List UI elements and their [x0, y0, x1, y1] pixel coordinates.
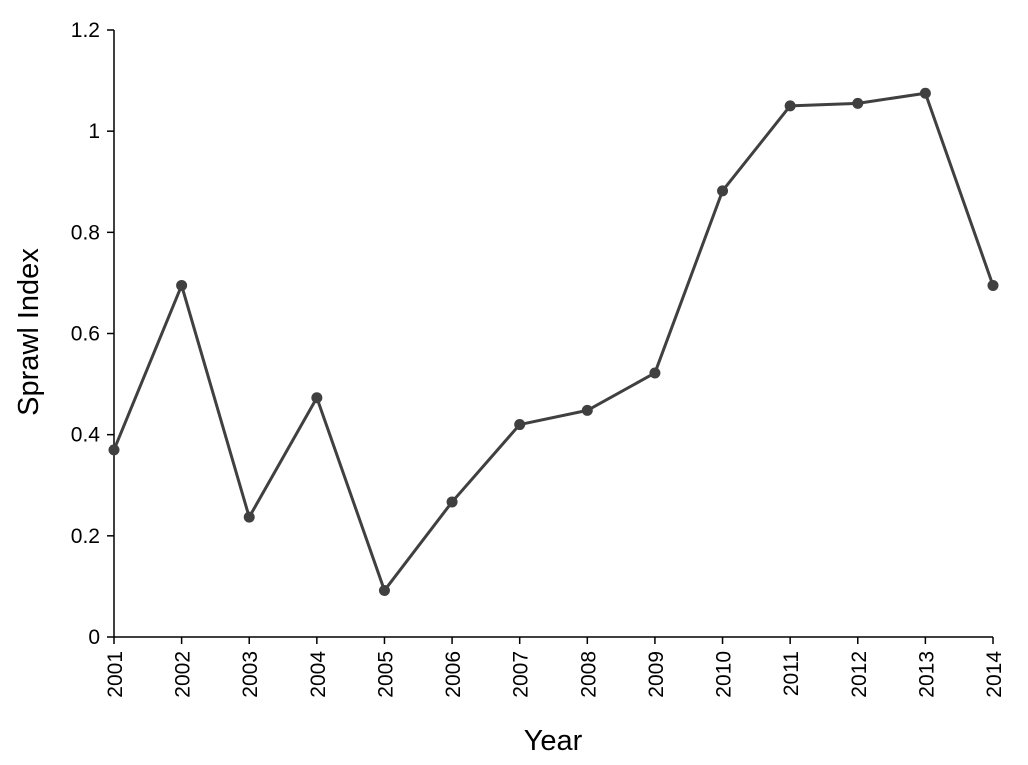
y-tick-label: 0.8 — [71, 221, 100, 244]
data-point-2005 — [378, 584, 390, 596]
x-tick-label: 2008 — [577, 651, 600, 698]
data-point-2010 — [717, 185, 729, 197]
y-tick-label: 0 — [88, 626, 100, 649]
x-tick-label: 2009 — [645, 651, 668, 698]
data-point-2002 — [176, 279, 188, 291]
x-tick-label: 2007 — [510, 651, 533, 698]
data-point-2001 — [108, 444, 120, 456]
series-line — [112, 91, 995, 592]
data-point-2003 — [243, 511, 255, 523]
x-tick-label: 2003 — [239, 651, 262, 698]
x-tick-label: 2006 — [442, 651, 465, 698]
data-point-2011 — [784, 100, 796, 112]
x-tick-label: 2011 — [780, 651, 803, 696]
x-tick-label: 2005 — [374, 651, 397, 698]
y-tick-label: 0.6 — [71, 323, 100, 346]
x-tick-label: 2010 — [713, 651, 736, 698]
data-point-2007 — [514, 419, 526, 431]
x-tick-label: 2002 — [172, 651, 195, 698]
y-tick-label: 0.4 — [71, 424, 101, 447]
x-tick-label: 2013 — [915, 651, 938, 698]
x-axis-title: Year — [524, 725, 583, 757]
data-point-2004 — [311, 392, 323, 404]
x-tick-label: 2004 — [307, 651, 330, 698]
y-axis-title: Sprawl Index — [13, 248, 45, 416]
x-tick-label: 2014 — [983, 651, 1006, 698]
data-point-2008 — [581, 404, 593, 416]
y-axis-ticks: 0 0.2 0.4 0.6 0.8 1 1.2 — [71, 19, 114, 649]
data-point-2013 — [919, 87, 931, 99]
x-tick-label: 2001 — [104, 651, 127, 698]
data-point-2012 — [852, 97, 864, 109]
data-point-2006 — [446, 496, 458, 508]
y-tick-label: 0.2 — [71, 525, 100, 548]
y-tick-label: 1 — [88, 120, 100, 143]
x-tick-label: 2012 — [848, 651, 871, 698]
y-tick-label: 1.2 — [71, 19, 100, 42]
data-point-2014 — [987, 279, 999, 291]
plot-area — [108, 87, 999, 596]
x-axis-ticks: 2001 2002 2003 2004 2005 2006 2007 2008 2009 2010… — [104, 637, 1006, 698]
data-point-2009 — [649, 367, 661, 379]
